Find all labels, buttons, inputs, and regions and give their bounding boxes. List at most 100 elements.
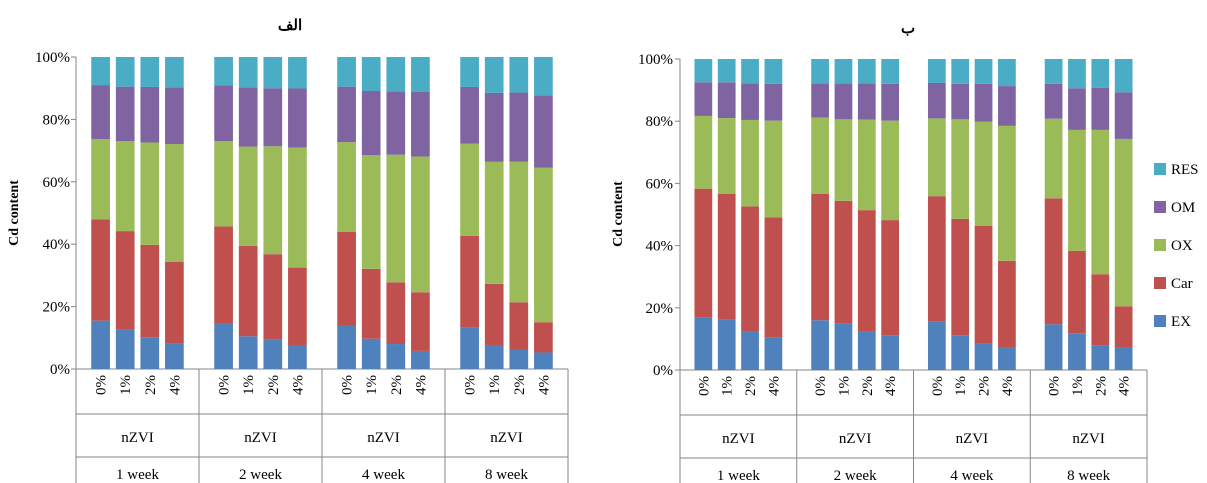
bar-om-segment [337, 86, 356, 143]
bar-car-segment [811, 193, 829, 321]
bar-res-segment [263, 57, 283, 89]
bar-ox-segment [140, 142, 160, 245]
bar-ex-segment [1114, 347, 1133, 370]
y-tick-label: 20% [646, 301, 674, 317]
x-category-label: 4% [1000, 376, 1016, 396]
legend-label-res: RES [1171, 162, 1199, 178]
bar-om-segment [764, 83, 783, 121]
bar-car-segment [509, 302, 529, 350]
bar-ox-segment [238, 146, 258, 246]
bar-ex-segment [998, 347, 1016, 370]
x-category-label: 4% [536, 375, 552, 395]
bar-res-segment [165, 57, 184, 88]
bar-om-segment [974, 83, 993, 122]
x-category-label: 0% [217, 375, 233, 395]
y-tick-label: 100% [35, 50, 70, 66]
bar-ox-segment [857, 119, 876, 211]
y-tick-label: 100% [638, 52, 673, 68]
bar-om-segment [411, 91, 430, 157]
bar-om-segment [717, 82, 736, 119]
bar-res-segment [1114, 59, 1133, 93]
bar-car-segment [694, 188, 713, 318]
x-category-label: 0% [1047, 376, 1063, 396]
bar-car-segment [386, 282, 406, 345]
x-category-label: 0% [340, 375, 356, 395]
bar-ex-segment [694, 317, 713, 370]
x-category-label: 1% [953, 376, 969, 396]
bar-om-segment [1114, 92, 1133, 139]
bar-car-segment [717, 193, 736, 320]
bar-car-segment [91, 219, 110, 321]
x-category-label: 2% [512, 375, 528, 395]
bar-ox-segment [214, 141, 233, 227]
x-category-label: 4% [290, 375, 306, 395]
bar-ex-segment [337, 325, 356, 369]
bar-ex-segment [115, 329, 135, 369]
x-category-label: 2% [743, 376, 759, 396]
bar-car-segment [974, 226, 993, 344]
bar-ex-segment [214, 323, 233, 369]
bar-res-segment [1091, 59, 1110, 88]
legend-swatch-car [1154, 277, 1166, 289]
bar-res-segment [411, 57, 430, 92]
x-week-label: 8 week [485, 467, 528, 483]
bar-ox-segment [1091, 129, 1110, 275]
x-category-label: 2% [266, 375, 282, 395]
bar-res-segment [951, 59, 970, 84]
bar-om-segment [140, 86, 160, 143]
bar-ex-segment [881, 335, 900, 370]
x-week-label: 4 week [362, 467, 405, 483]
bar-ex-segment [764, 337, 783, 370]
bar-ox-segment [1044, 118, 1063, 199]
bar-ex-segment [386, 344, 406, 369]
bar-res-segment [834, 59, 853, 84]
bar-ex-segment [140, 337, 160, 369]
bar-ox-segment [741, 119, 759, 207]
x-week-label: 1 week [116, 467, 159, 483]
bar-ox-segment [927, 118, 946, 197]
bar-ex-segment [238, 336, 258, 369]
chart-be: ب Cd content 0% 20% 40% 60% 80% 100% 0% 1% 2% 4% nZV… [611, 21, 1148, 483]
bar-ox-segment [460, 143, 479, 236]
x-category-label: 0% [463, 375, 479, 395]
x-group-label: nZVI [244, 430, 277, 446]
bar-om-segment [91, 85, 110, 140]
bar-res-segment [1068, 59, 1086, 89]
bar-res-segment [288, 57, 307, 89]
bar-res-segment [1044, 59, 1063, 84]
legend-label-ox: OX [1171, 238, 1193, 254]
x-week-label: 2 week [834, 468, 877, 483]
bar-ox-segment [1068, 129, 1086, 251]
bar-car-segment [484, 283, 504, 345]
bar-ex-segment [534, 352, 553, 369]
x-group-label: nZVI [956, 431, 989, 447]
x-category-label: 0% [94, 375, 110, 395]
y-tick-label: 20% [43, 300, 71, 316]
bar-car-segment [165, 261, 184, 344]
y-tick-label: 80% [43, 112, 71, 128]
bar-ox-segment [764, 120, 783, 218]
bar-car-segment [337, 231, 356, 326]
bar-ox-segment [361, 155, 381, 269]
bar-om-segment [484, 92, 504, 162]
bar-res-segment [764, 59, 783, 84]
bar-ox-segment [91, 139, 110, 220]
bar-om-segment [694, 82, 713, 116]
bar-car-segment [460, 235, 479, 328]
x-category-label: 2% [860, 376, 876, 396]
bar-ex-segment [165, 343, 184, 369]
bar-om-segment [238, 87, 258, 147]
bar-ex-segment [509, 349, 529, 369]
chart-alef: الف Cd content 0% 20% 40% 60% 80% 100% 0% 1% 2% 4% n… [7, 18, 569, 483]
x-category-label: 1% [836, 376, 852, 396]
x-category-label: 2% [1093, 376, 1109, 396]
x-category-label: 4% [766, 376, 782, 396]
bar-ex-segment [857, 331, 876, 370]
y-tick-label: 40% [646, 239, 674, 255]
x-group-label: nZVI [1072, 431, 1105, 447]
y-tick-label: 60% [646, 176, 674, 192]
bar-ex-segment [484, 344, 504, 369]
x-category-label: 1% [720, 376, 736, 396]
bar-ox-segment [811, 117, 829, 194]
x-category-label: 1% [241, 375, 257, 395]
